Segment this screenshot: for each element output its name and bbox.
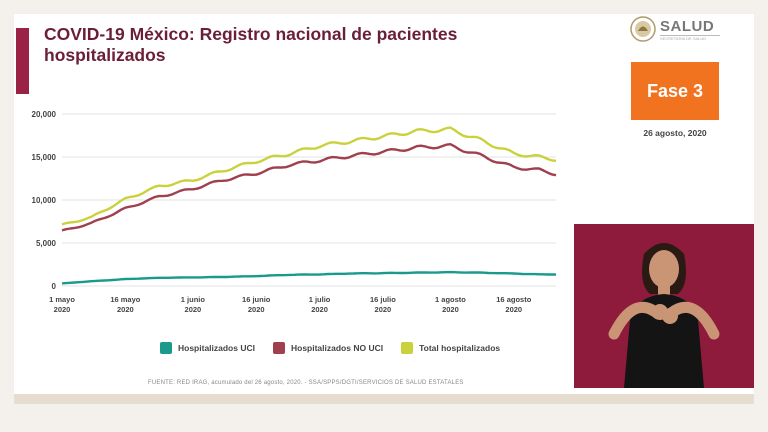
y-tick-label: 10,000 — [32, 196, 57, 205]
y-tick-label: 0 — [52, 282, 57, 291]
page-title: COVID-19 México: Registro nacional de pa… — [44, 24, 458, 65]
x-tick-label: 1 junio — [181, 295, 206, 304]
interpreter-figure-icon — [574, 224, 754, 388]
x-tick-label: 2020 — [54, 305, 71, 314]
x-tick-label: 16 julio — [370, 295, 396, 304]
accent-bar — [16, 28, 29, 94]
bottom-band — [14, 394, 754, 404]
source-note: FUENTE: RED IRAG, acumulado del 26 agost… — [148, 380, 464, 386]
x-tick-label: 1 agosto — [435, 295, 466, 304]
salud-logo: SALUD SECRETARÍA DE SALUD — [630, 16, 730, 44]
legend-swatch-uci — [160, 342, 172, 354]
eagle-seal-icon — [630, 16, 656, 42]
legend-item-total: Total hospitalizados — [401, 342, 500, 354]
x-tick-label: 2020 — [311, 305, 328, 314]
x-tick-label: 2020 — [248, 305, 265, 314]
x-tick-label: 16 junio — [242, 295, 271, 304]
legend-label-uci: Hospitalizados UCI — [178, 343, 255, 353]
legend-item-uci: Hospitalizados UCI — [160, 342, 255, 354]
x-tick-label: 16 mayo — [110, 295, 140, 304]
report-date: 26 agosto, 2020 — [643, 128, 707, 138]
x-tick-label: 1 julio — [309, 295, 331, 304]
x-tick-label: 2020 — [375, 305, 392, 314]
phase-badge: Fase 3 — [631, 62, 719, 120]
series-line-total — [61, 126, 557, 226]
logo-subtext: SECRETARÍA DE SALUD — [660, 35, 720, 41]
chart-legend: Hospitalizados UCI Hospitalizados NO UCI… — [160, 342, 500, 354]
y-tick-label: 15,000 — [32, 153, 57, 162]
x-tick-label: 1 mayo — [49, 295, 75, 304]
legend-label-total: Total hospitalizados — [419, 343, 501, 353]
x-tick-label: 2020 — [442, 305, 459, 314]
series-line-uci — [61, 270, 556, 285]
legend-swatch-total — [401, 342, 414, 354]
sign-language-interpreter-video — [574, 224, 754, 388]
legend-label-no-uci: Hospitalizados NO UCI — [290, 343, 384, 353]
x-tick-label: 2020 — [185, 305, 202, 314]
series-line-no_uci — [61, 143, 557, 232]
logo-text: SALUD — [660, 18, 715, 35]
legend-item-no-uci: Hospitalizados NO UCI — [272, 342, 384, 354]
x-tick-label: 2020 — [505, 305, 522, 314]
x-tick-label: 16 agosto — [496, 295, 531, 304]
y-tick-label: 5,000 — [36, 239, 57, 248]
y-tick-label: 20,000 — [32, 110, 57, 119]
x-tick-label: 2020 — [117, 305, 134, 314]
legend-swatch-no-uci — [272, 342, 285, 354]
